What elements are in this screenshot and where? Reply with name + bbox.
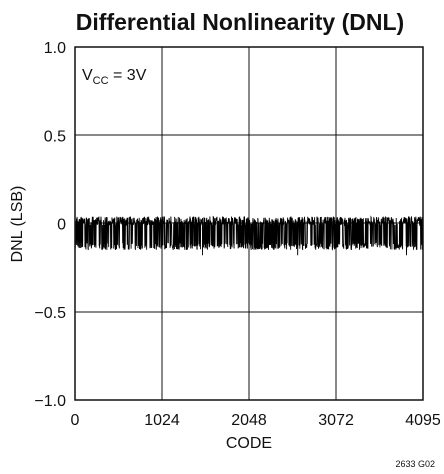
y-axis-label: DNL (LSB) [9,186,26,263]
y-tick-label: 0.5 [44,128,66,145]
dnl-series-layer [74,215,424,256]
x-tick-label: 4095 [405,412,441,429]
x-tick-label: 0 [71,412,80,429]
x-tick-label: 2048 [231,412,267,429]
vcc-annotation: VCC = 3V [82,67,147,87]
y-tick-label: −0.5 [34,305,66,322]
y-tick-labels: 1.0 0.5 0 −0.5 −1.0 [34,40,66,410]
x-tick-label: 1024 [144,412,180,429]
y-tick-label: 1.0 [44,40,66,57]
x-tick-labels: 0 1024 2048 3072 4095 [71,412,441,429]
x-axis-label: CODE [226,435,272,452]
dnl-series-line [74,215,424,256]
figure-id: 2633 G02 [395,459,435,469]
chart-title: Differential Nonlinearity (DNL) [76,9,404,35]
plot-frame [74,46,424,401]
x-tick-label: 3072 [318,412,354,429]
y-tick-label: −1.0 [34,393,66,410]
y-tick-label: 0 [57,217,66,234]
